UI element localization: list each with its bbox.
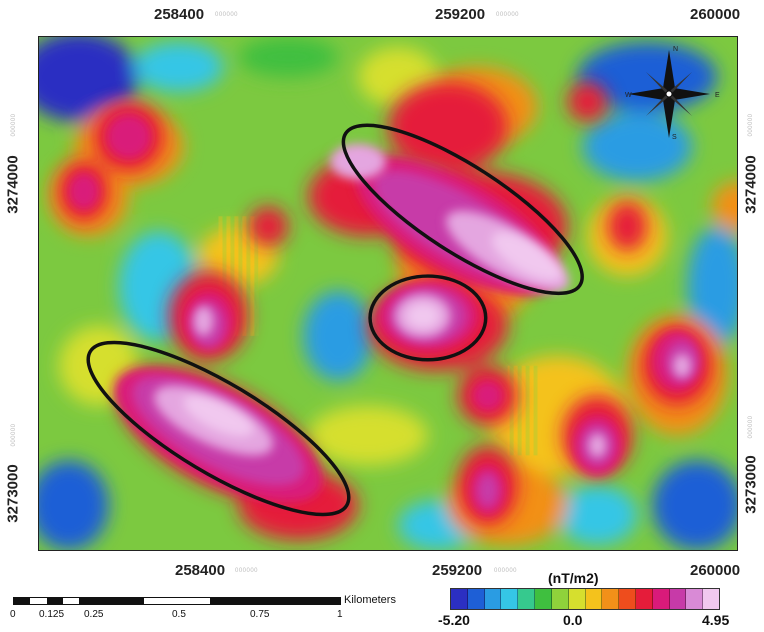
top-coord-2: 259200 [435,6,486,23]
left-coord-1: 3274000 [4,155,22,214]
legend-mid-label: 0.0 [563,612,583,628]
north-arrow-icon [628,50,710,138]
top-coord-3: 260000 [690,6,741,23]
legend-color-cell [484,589,502,609]
bottom-coord-suffix-1: 000000 [235,568,259,574]
right-coord-suffix-1: 000000 [748,113,754,137]
scale-tick-0: 0 [10,609,16,620]
left-coord-suffix-1: 000000 [11,113,17,137]
legend-color-cell [619,589,636,609]
bottom-coord-suffix-2: 000000 [494,568,518,574]
magnetic-anomaly-map [38,36,738,551]
scale-tick-075: 0.75 [250,609,270,620]
anomaly-outline-southwest [86,340,351,517]
legend-color-cell [535,589,552,609]
right-coord-suffix-2: 000000 [748,415,754,439]
compass-s-label: S [672,134,677,141]
legend-title: (nT/m2) [548,570,599,586]
legend-color-cell [551,589,569,609]
scale-tick-0125: 0.125 [39,609,65,620]
left-coord-2: 3273000 [4,464,22,523]
legend-color-cell [501,589,519,609]
scale-tick-05: 0.5 [172,609,186,620]
legend-max-label: 4.95 [702,612,730,628]
legend-color-cell [602,589,620,609]
legend-min-label: -5.20 [438,612,470,628]
legend-color-cell [518,589,536,609]
legend-color-cell [451,589,468,609]
compass-n-label: N [673,46,679,53]
left-coord-suffix-2: 000000 [11,423,17,447]
top-coord-suffix-2: 000000 [496,12,520,18]
top-coord-1: 258400 [154,6,205,23]
compass-w-label: W [625,92,632,99]
legend-color-cell [467,589,485,609]
anomaly-outline-northeast [341,123,584,296]
legend-color-ramp [450,588,720,610]
legend-color-cell [635,589,653,609]
legend-color-cell [669,589,687,609]
legend-color-cell [652,589,670,609]
bottom-coord-3: 260000 [690,562,741,579]
legend-color-cell [686,589,704,609]
scale-unit-label: Kilometers [344,594,396,606]
right-coord-1: 3274000 [742,155,760,214]
bottom-coord-2: 259200 [432,562,483,579]
scale-bar [13,597,341,605]
bottom-coord-1: 258400 [175,562,226,579]
legend-color-cell [585,589,603,609]
right-coord-2: 3273000 [742,455,760,514]
anomaly-outline-center [368,274,488,362]
legend-color-cell [568,589,586,609]
compass-e-label: E [715,92,720,99]
scale-tick-025: 0.25 [84,609,104,620]
scale-tick-1: 1 [337,609,343,620]
top-coord-suffix-1: 000000 [215,12,239,18]
legend-color-cell [703,589,719,609]
